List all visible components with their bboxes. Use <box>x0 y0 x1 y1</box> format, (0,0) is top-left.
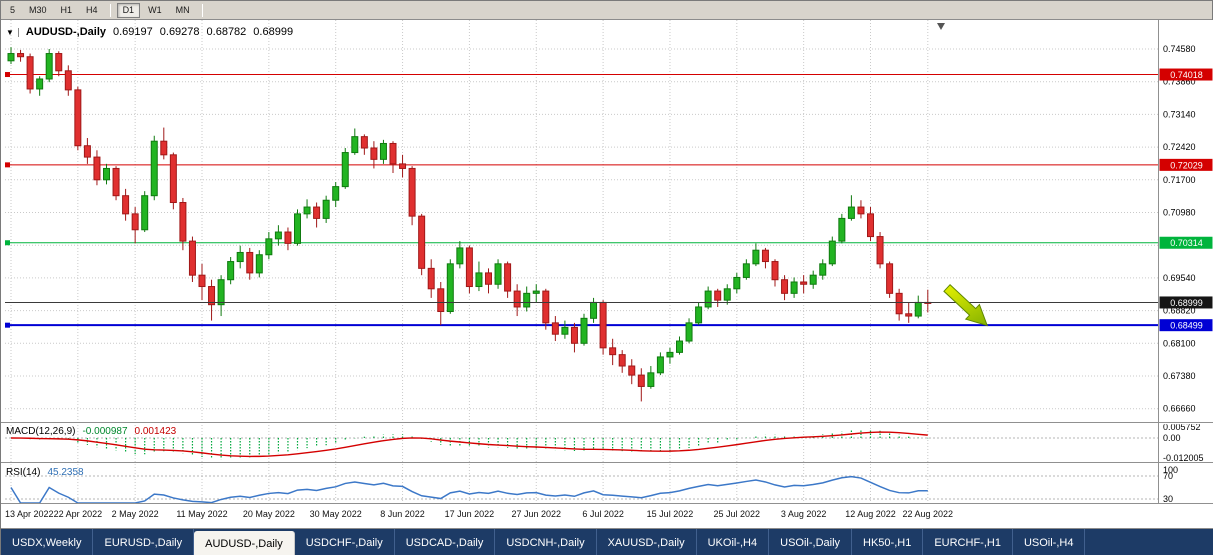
macd-indicator-label: MACD(12,26,9) -0.000987 0.001423 <box>6 426 176 437</box>
svg-text:100: 100 <box>1163 465 1178 475</box>
svg-text:0.68999: 0.68999 <box>1170 298 1203 308</box>
svg-text:20 May 2022: 20 May 2022 <box>243 509 295 519</box>
rsi-line <box>10 475 928 504</box>
svg-text:22 Apr 2022: 22 Apr 2022 <box>54 509 103 519</box>
period-button-h1[interactable]: H1 <box>60 5 73 15</box>
rsi-name: RSI(14) <box>6 467 41 478</box>
svg-text:30: 30 <box>1163 494 1173 504</box>
svg-text:0.70314: 0.70314 <box>1170 238 1203 248</box>
svg-text:30 May 2022: 30 May 2022 <box>310 509 362 519</box>
svg-text:0.68100: 0.68100 <box>1163 338 1196 348</box>
svg-text:0.71700: 0.71700 <box>1163 175 1196 185</box>
timeframe-toolbar: 5 M30 H1 H4 D1 W1 MN <box>1 1 1212 20</box>
bottom-tab-bar: USDX,Weekly EURUSD-,Daily AUDUSD-,Daily USD… <box>1 528 1213 555</box>
tab-ukoil-h4[interactable]: UKOil-,H4 <box>697 529 770 555</box>
period-button-d1[interactable]: D1 <box>116 2 141 18</box>
svg-text:0.68820: 0.68820 <box>1163 306 1196 316</box>
svg-text:2 May 2022: 2 May 2022 <box>112 509 159 519</box>
grid-layer <box>5 20 1158 503</box>
svg-text:0.72420: 0.72420 <box>1163 142 1196 152</box>
period-button-m30[interactable]: M30 <box>29 5 47 15</box>
tab-hk50-h1[interactable]: HK50-,H1 <box>852 529 924 555</box>
tab-usoil-h4[interactable]: USOil-,H4 <box>1013 529 1086 555</box>
rsi-value: 45.2358 <box>47 467 84 478</box>
period-button-h4[interactable]: H4 <box>86 5 98 15</box>
symbol-period-label: AUDUSD-,Daily <box>25 26 106 38</box>
svg-text:17 Jun 2022: 17 Jun 2022 <box>445 509 495 519</box>
tab-usdx-weekly[interactable]: USDX,Weekly <box>1 529 94 555</box>
price-badge-0.70314[interactable]: 0.70314 <box>1159 236 1213 249</box>
toolbar-separator <box>109 3 111 17</box>
svg-text:0.74580: 0.74580 <box>1163 44 1196 54</box>
svg-text:25 Jul 2022: 25 Jul 2022 <box>714 509 761 519</box>
svg-text:0.70980: 0.70980 <box>1163 208 1196 218</box>
macd-signal-value: 0.001423 <box>134 426 177 437</box>
tab-eurchf-h1[interactable]: EURCHF-,H1 <box>923 529 1013 555</box>
price-axis[interactable] <box>1159 20 1213 528</box>
svg-text:0.66660: 0.66660 <box>1163 404 1196 414</box>
tab-usdcnh-daily[interactable]: USDCNH-,Daily <box>495 529 597 555</box>
svg-text:27 Jun 2022: 27 Jun 2022 <box>511 509 561 519</box>
svg-text:6 Jul 2022: 6 Jul 2022 <box>582 509 624 519</box>
chart-workspace: ▼ AUDUSD-,Daily 0.69197 0.69278 0.68782 … <box>1 20 1213 528</box>
toolbar-separator <box>201 3 203 17</box>
macd-main-value: -0.000987 <box>82 426 128 437</box>
svg-text:0.72029: 0.72029 <box>1170 160 1203 170</box>
svg-text:8 Jun 2022: 8 Jun 2022 <box>380 509 425 519</box>
svg-text:13 Apr 2022: 13 Apr 2022 <box>5 509 54 519</box>
price-badge-0.74018[interactable]: 0.74018 <box>1159 68 1213 81</box>
hline-handle[interactable] <box>5 162 10 168</box>
svg-text:-0.012005: -0.012005 <box>1163 453 1204 463</box>
svg-text:11 May 2022: 11 May 2022 <box>176 509 227 519</box>
ohlc-high: 0.69278 <box>159 26 200 38</box>
hline-handle[interactable] <box>5 322 10 328</box>
svg-text:0.74018: 0.74018 <box>1170 70 1203 80</box>
price-chart[interactable]: 0.74580 0.73860 0.73140 0.72420 0.71700 0.709… <box>1 20 1213 528</box>
price-badge-0.68499[interactable]: 0.68499 <box>1159 319 1213 332</box>
period-button-w1[interactable]: W1 <box>148 5 162 15</box>
horizontal-lines-layer[interactable] <box>5 72 1158 328</box>
tab-eurusd-daily[interactable]: EURUSD-,Daily <box>93 529 195 555</box>
chevron-down-icon[interactable]: ▼ <box>6 27 19 37</box>
candles-layer <box>7 47 932 402</box>
sell-arrow-annotation[interactable] <box>940 281 994 333</box>
svg-text:0.73860: 0.73860 <box>1163 77 1196 87</box>
svg-text:0.73140: 0.73140 <box>1163 109 1196 119</box>
ohlc-open: 0.69197 <box>113 26 153 38</box>
chart-shift-marker-icon[interactable] <box>937 23 945 30</box>
hline-handle[interactable] <box>5 72 10 78</box>
svg-text:3 Aug 2022: 3 Aug 2022 <box>781 509 827 519</box>
svg-text:15 Jul 2022: 15 Jul 2022 <box>647 509 694 519</box>
macd-signal-line <box>10 431 928 458</box>
svg-text:22 Aug 2022: 22 Aug 2022 <box>903 509 954 519</box>
svg-text:0.68499: 0.68499 <box>1170 321 1203 331</box>
ohlc-low: 0.68782 <box>206 26 247 38</box>
tab-usdcad-daily[interactable]: USDCAD-,Daily <box>395 529 496 555</box>
svg-text:0.005752: 0.005752 <box>1163 422 1201 432</box>
svg-text:70: 70 <box>1163 471 1173 481</box>
hline-handle[interactable] <box>5 240 10 246</box>
ohlc-close: 0.68999 <box>253 26 294 38</box>
tab-audusd-daily[interactable]: AUDUSD-,Daily <box>194 531 295 555</box>
tab-xauusd-daily[interactable]: XAUUSD-,Daily <box>597 529 697 555</box>
macd-name: MACD(12,26,9) <box>6 426 76 437</box>
tab-usoil-daily[interactable]: USOil-,Daily <box>769 529 853 555</box>
svg-text:12 Aug 2022: 12 Aug 2022 <box>845 509 896 519</box>
svg-text:0.00: 0.00 <box>1163 433 1181 443</box>
tab-usdchf-daily[interactable]: USDCHF-,Daily <box>295 529 395 555</box>
price-badge-0.68999[interactable]: 0.68999 <box>1159 296 1213 309</box>
rsi-indicator-label: RSI(14) 45.2358 <box>6 467 84 478</box>
period-button-mn[interactable]: MN <box>175 5 190 15</box>
svg-text:0.69540: 0.69540 <box>1163 273 1196 283</box>
svg-text:0.67380: 0.67380 <box>1163 371 1196 381</box>
chart-title: ▼ AUDUSD-,Daily 0.69197 0.69278 0.68782 … <box>6 26 293 38</box>
period-button-5[interactable]: 5 <box>10 5 16 15</box>
price-badge-0.72029[interactable]: 0.72029 <box>1159 158 1213 171</box>
